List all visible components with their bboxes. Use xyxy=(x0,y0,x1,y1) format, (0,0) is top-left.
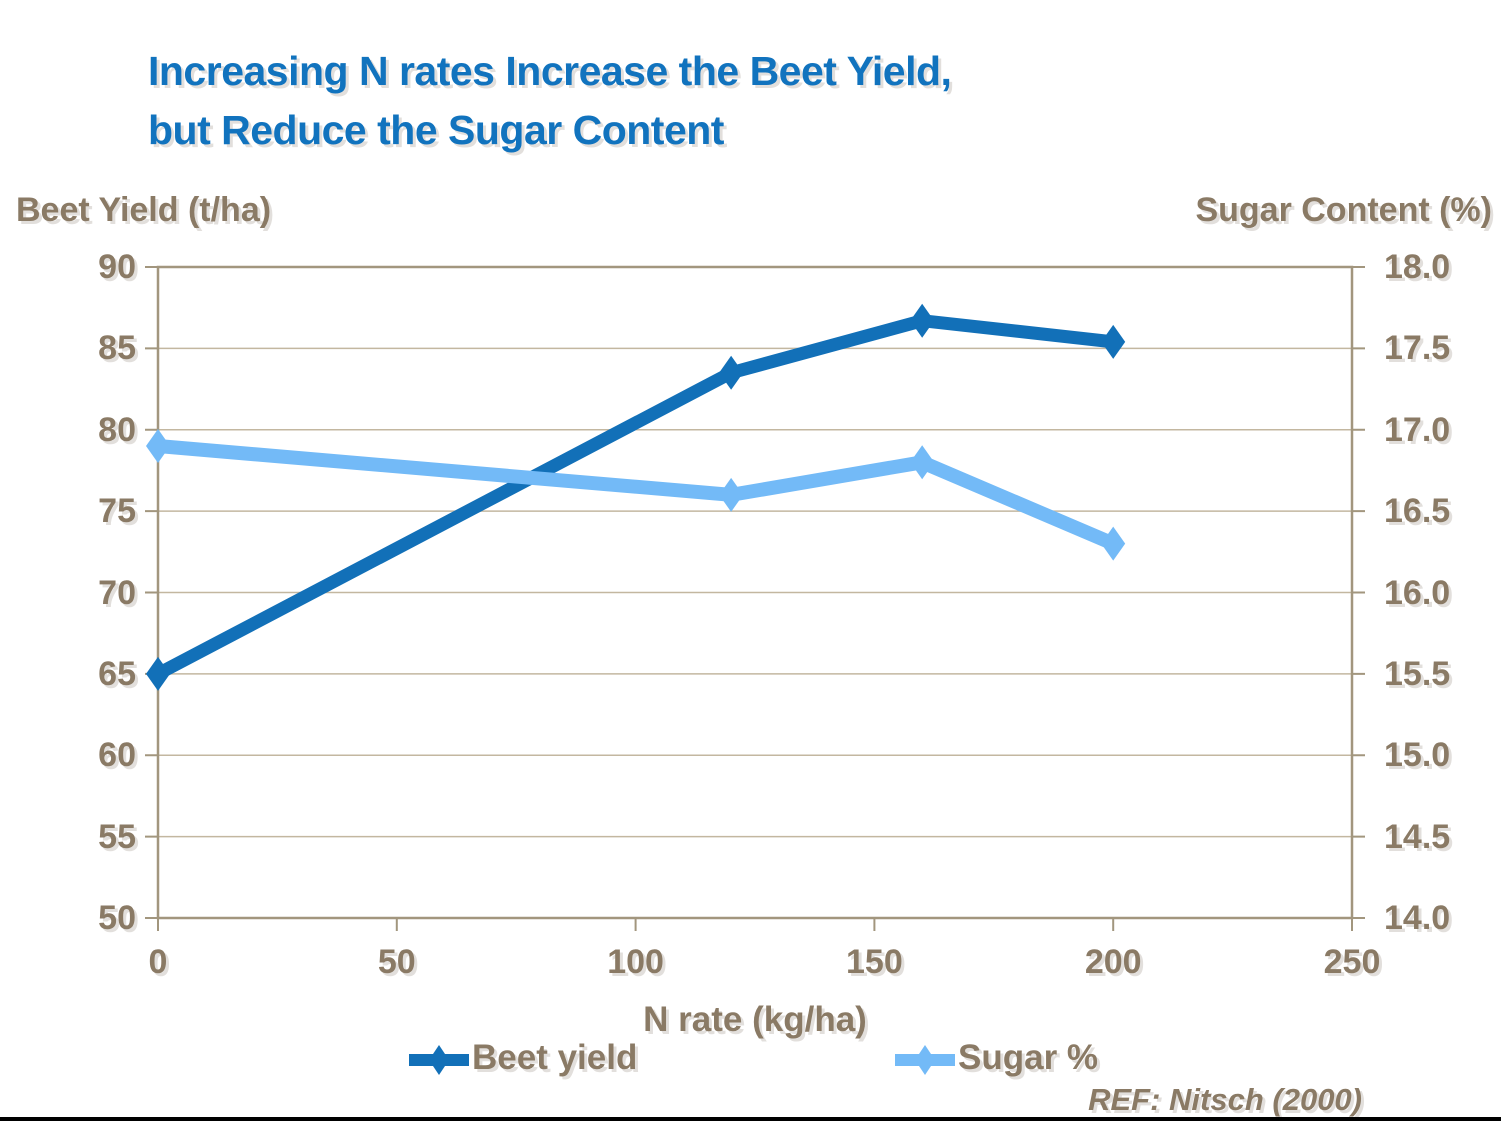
sugar-marker xyxy=(910,445,935,480)
y-right-tick-label: 14.5 xyxy=(1384,817,1451,856)
reference-note: REF: Nitsch (2000) xyxy=(1088,1082,1362,1117)
y-right-tick-label: 15.0 xyxy=(1384,736,1451,775)
y-left-tick-label: 60 xyxy=(98,736,136,775)
x-tick-label: 50 xyxy=(377,943,416,981)
x-axis-title: N rate (kg/ha) xyxy=(643,1000,867,1039)
y-left-tick-label: 50 xyxy=(98,899,136,937)
legend-label-sugar: Sugar % xyxy=(958,1038,1099,1077)
y-right-tick-label: 16.5 xyxy=(1384,492,1451,531)
legend-label-beet-yield: Beet yield xyxy=(472,1038,638,1077)
chart-title-line1: Increasing N rates Increase the Beet Yie… xyxy=(148,48,952,94)
y-left-tick-label: 75 xyxy=(98,492,136,531)
x-tick-label: 250 xyxy=(1323,943,1381,981)
chart-title-line2: but Reduce the Sugar Content xyxy=(148,107,724,153)
y-right-tick-label: 18.0 xyxy=(1384,248,1451,286)
sugar-marker xyxy=(1101,526,1126,561)
legend-marker-diamond xyxy=(915,1045,935,1075)
y-left-tick-label: 65 xyxy=(98,654,136,693)
legend-marker-diamond xyxy=(429,1045,449,1075)
x-tick-label: 0 xyxy=(148,943,168,981)
sugar-line xyxy=(157,439,1116,551)
y-left-tick-label: 70 xyxy=(98,573,136,612)
x-tick-label: 150 xyxy=(846,943,903,981)
y-left-tick-label: 90 xyxy=(98,248,136,286)
plot-border xyxy=(156,265,1354,920)
sugar-marker xyxy=(719,477,744,512)
y-right-tick-label: 14.0 xyxy=(1384,899,1451,937)
beet-yield-marker xyxy=(1101,324,1126,359)
y-left-tick-label: 55 xyxy=(98,817,136,856)
beet-yield-marker xyxy=(146,656,170,691)
beet-yield-marker xyxy=(910,303,935,338)
sugar-marker xyxy=(146,429,170,464)
right-axis-title: Sugar Content (%) xyxy=(1195,191,1492,229)
x-tick-label: 200 xyxy=(1084,943,1142,981)
bottom-border-bar xyxy=(0,1117,1501,1121)
x-tick-label: 100 xyxy=(607,943,664,981)
y-right-tick-label: 16.0 xyxy=(1384,573,1451,612)
beet-yield-line xyxy=(154,314,1114,680)
y-right-tick-label: 17.0 xyxy=(1384,410,1451,449)
y-right-tick-label: 17.5 xyxy=(1384,329,1451,368)
left-axis-title: Beet Yield (t/ha) xyxy=(16,191,272,229)
chart-title: Increasing N rates Increase the Beet Yie… xyxy=(148,42,952,160)
y-left-tick-label: 80 xyxy=(98,410,136,449)
beet-yield-marker xyxy=(719,355,744,390)
y-left-tick-label: 85 xyxy=(98,329,136,368)
y-right-tick-label: 15.5 xyxy=(1384,654,1451,693)
